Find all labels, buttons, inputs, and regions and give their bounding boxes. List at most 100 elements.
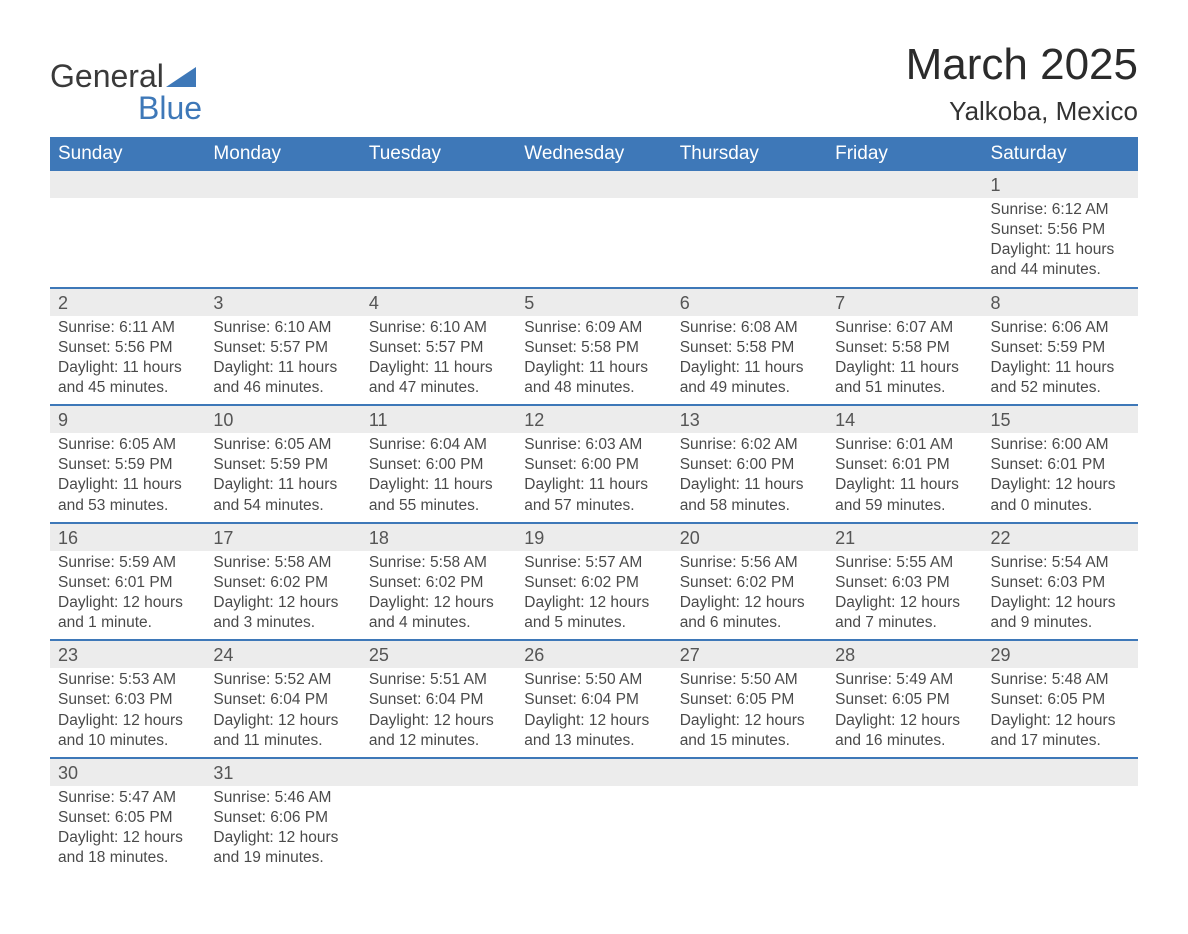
calendar-body: 1Sunrise: 6:12 AMSunset: 5:56 PMDaylight… <box>50 171 1138 874</box>
sunrise-line: Sunrise: 5:49 AM <box>835 670 974 690</box>
daylight-line: Daylight: 11 hours and 48 minutes. <box>524 358 663 398</box>
daylight-line: Daylight: 12 hours and 17 minutes. <box>991 711 1130 751</box>
daylight-line: Daylight: 11 hours and 44 minutes. <box>991 240 1130 280</box>
logo-line-1: General <box>50 60 202 92</box>
day-detail-cell <box>672 198 827 288</box>
week-number-row: 9101112131415 <box>50 405 1138 433</box>
week-number-row: 2345678 <box>50 288 1138 316</box>
sunset-line: Sunset: 6:02 PM <box>369 573 508 593</box>
day-number-cell: 11 <box>361 405 516 433</box>
day-detail-cell: Sunrise: 5:57 AMSunset: 6:02 PMDaylight:… <box>516 551 671 641</box>
day-number-cell: 26 <box>516 640 671 668</box>
sunrise-line: Sunrise: 5:56 AM <box>680 553 819 573</box>
day-number-cell: 25 <box>361 640 516 668</box>
daylight-line: Daylight: 12 hours and 7 minutes. <box>835 593 974 633</box>
day-detail-cell: Sunrise: 5:46 AMSunset: 6:06 PMDaylight:… <box>205 786 360 875</box>
day-header: Wednesday <box>516 137 671 171</box>
day-number-cell <box>361 171 516 198</box>
sunset-line: Sunset: 5:57 PM <box>213 338 352 358</box>
sunset-line: Sunset: 6:02 PM <box>680 573 819 593</box>
day-number-cell <box>516 758 671 786</box>
logo: General Blue <box>50 60 202 124</box>
day-header: Friday <box>827 137 982 171</box>
day-number-cell: 27 <box>672 640 827 668</box>
daylight-line: Daylight: 12 hours and 1 minute. <box>58 593 197 633</box>
sunrise-line: Sunrise: 6:05 AM <box>213 435 352 455</box>
sunset-line: Sunset: 6:00 PM <box>369 455 508 475</box>
sunrise-line: Sunrise: 6:02 AM <box>680 435 819 455</box>
day-detail-cell: Sunrise: 5:58 AMSunset: 6:02 PMDaylight:… <box>205 551 360 641</box>
week-body-row: Sunrise: 6:12 AMSunset: 5:56 PMDaylight:… <box>50 198 1138 288</box>
day-detail-cell: Sunrise: 6:10 AMSunset: 5:57 PMDaylight:… <box>361 316 516 406</box>
sunset-line: Sunset: 6:02 PM <box>524 573 663 593</box>
daylight-line: Daylight: 11 hours and 49 minutes. <box>680 358 819 398</box>
day-number-cell: 7 <box>827 288 982 316</box>
sunset-line: Sunset: 6:05 PM <box>680 690 819 710</box>
day-detail-cell: Sunrise: 6:05 AMSunset: 5:59 PMDaylight:… <box>50 433 205 523</box>
day-number-cell: 14 <box>827 405 982 433</box>
sunset-line: Sunset: 5:57 PM <box>369 338 508 358</box>
sunset-line: Sunset: 6:04 PM <box>524 690 663 710</box>
sunset-line: Sunset: 6:03 PM <box>991 573 1130 593</box>
day-detail-cell <box>827 198 982 288</box>
daylight-line: Daylight: 11 hours and 47 minutes. <box>369 358 508 398</box>
calendar-table: SundayMondayTuesdayWednesdayThursdayFrid… <box>50 137 1138 874</box>
day-header: Thursday <box>672 137 827 171</box>
day-detail-cell <box>827 786 982 875</box>
daylight-line: Daylight: 11 hours and 53 minutes. <box>58 475 197 515</box>
day-detail-cell: Sunrise: 6:01 AMSunset: 6:01 PMDaylight:… <box>827 433 982 523</box>
day-detail-cell: Sunrise: 6:00 AMSunset: 6:01 PMDaylight:… <box>983 433 1138 523</box>
sunrise-line: Sunrise: 6:01 AM <box>835 435 974 455</box>
logo-triangle-icon <box>166 67 196 87</box>
day-detail-cell: Sunrise: 5:47 AMSunset: 6:05 PMDaylight:… <box>50 786 205 875</box>
sunrise-line: Sunrise: 6:10 AM <box>213 318 352 338</box>
day-detail-cell <box>361 198 516 288</box>
sunrise-line: Sunrise: 6:00 AM <box>991 435 1130 455</box>
day-detail-cell: Sunrise: 5:54 AMSunset: 6:03 PMDaylight:… <box>983 551 1138 641</box>
week-number-row: 23242526272829 <box>50 640 1138 668</box>
sunrise-line: Sunrise: 5:58 AM <box>369 553 508 573</box>
day-detail-cell: Sunrise: 5:56 AMSunset: 6:02 PMDaylight:… <box>672 551 827 641</box>
daylight-line: Daylight: 12 hours and 18 minutes. <box>58 828 197 868</box>
day-detail-cell: Sunrise: 6:12 AMSunset: 5:56 PMDaylight:… <box>983 198 1138 288</box>
day-detail-cell: Sunrise: 6:07 AMSunset: 5:58 PMDaylight:… <box>827 316 982 406</box>
sunrise-line: Sunrise: 5:58 AM <box>213 553 352 573</box>
day-header: Monday <box>205 137 360 171</box>
week-body-row: Sunrise: 6:11 AMSunset: 5:56 PMDaylight:… <box>50 316 1138 406</box>
day-detail-cell: Sunrise: 5:59 AMSunset: 6:01 PMDaylight:… <box>50 551 205 641</box>
sunrise-line: Sunrise: 6:12 AM <box>991 200 1130 220</box>
day-number-cell <box>205 171 360 198</box>
sunset-line: Sunset: 6:04 PM <box>369 690 508 710</box>
day-number-cell <box>672 171 827 198</box>
sunset-line: Sunset: 6:05 PM <box>58 808 197 828</box>
daylight-line: Daylight: 12 hours and 3 minutes. <box>213 593 352 633</box>
day-number-cell: 30 <box>50 758 205 786</box>
day-number-cell: 3 <box>205 288 360 316</box>
day-number-cell <box>516 171 671 198</box>
day-detail-cell <box>983 786 1138 875</box>
day-header: Sunday <box>50 137 205 171</box>
week-number-row: 1 <box>50 171 1138 198</box>
sunrise-line: Sunrise: 6:03 AM <box>524 435 663 455</box>
day-detail-cell <box>205 198 360 288</box>
sunrise-line: Sunrise: 6:06 AM <box>991 318 1130 338</box>
day-number-cell <box>827 171 982 198</box>
day-number-cell: 2 <box>50 288 205 316</box>
day-number-cell: 10 <box>205 405 360 433</box>
day-detail-cell: Sunrise: 5:53 AMSunset: 6:03 PMDaylight:… <box>50 668 205 758</box>
sunrise-line: Sunrise: 5:50 AM <box>524 670 663 690</box>
day-number-cell <box>361 758 516 786</box>
daylight-line: Daylight: 12 hours and 6 minutes. <box>680 593 819 633</box>
sunrise-line: Sunrise: 5:46 AM <box>213 788 352 808</box>
daylight-line: Daylight: 12 hours and 12 minutes. <box>369 711 508 751</box>
day-number-cell: 4 <box>361 288 516 316</box>
calendar-page: General Blue March 2025 Yalkoba, Mexico … <box>0 0 1188 934</box>
week-body-row: Sunrise: 5:47 AMSunset: 6:05 PMDaylight:… <box>50 786 1138 875</box>
sunset-line: Sunset: 5:56 PM <box>991 220 1130 240</box>
sunset-line: Sunset: 6:01 PM <box>991 455 1130 475</box>
sunrise-line: Sunrise: 5:53 AM <box>58 670 197 690</box>
sunset-line: Sunset: 6:05 PM <box>835 690 974 710</box>
day-number-cell: 12 <box>516 405 671 433</box>
daylight-line: Daylight: 12 hours and 5 minutes. <box>524 593 663 633</box>
sunset-line: Sunset: 6:02 PM <box>213 573 352 593</box>
